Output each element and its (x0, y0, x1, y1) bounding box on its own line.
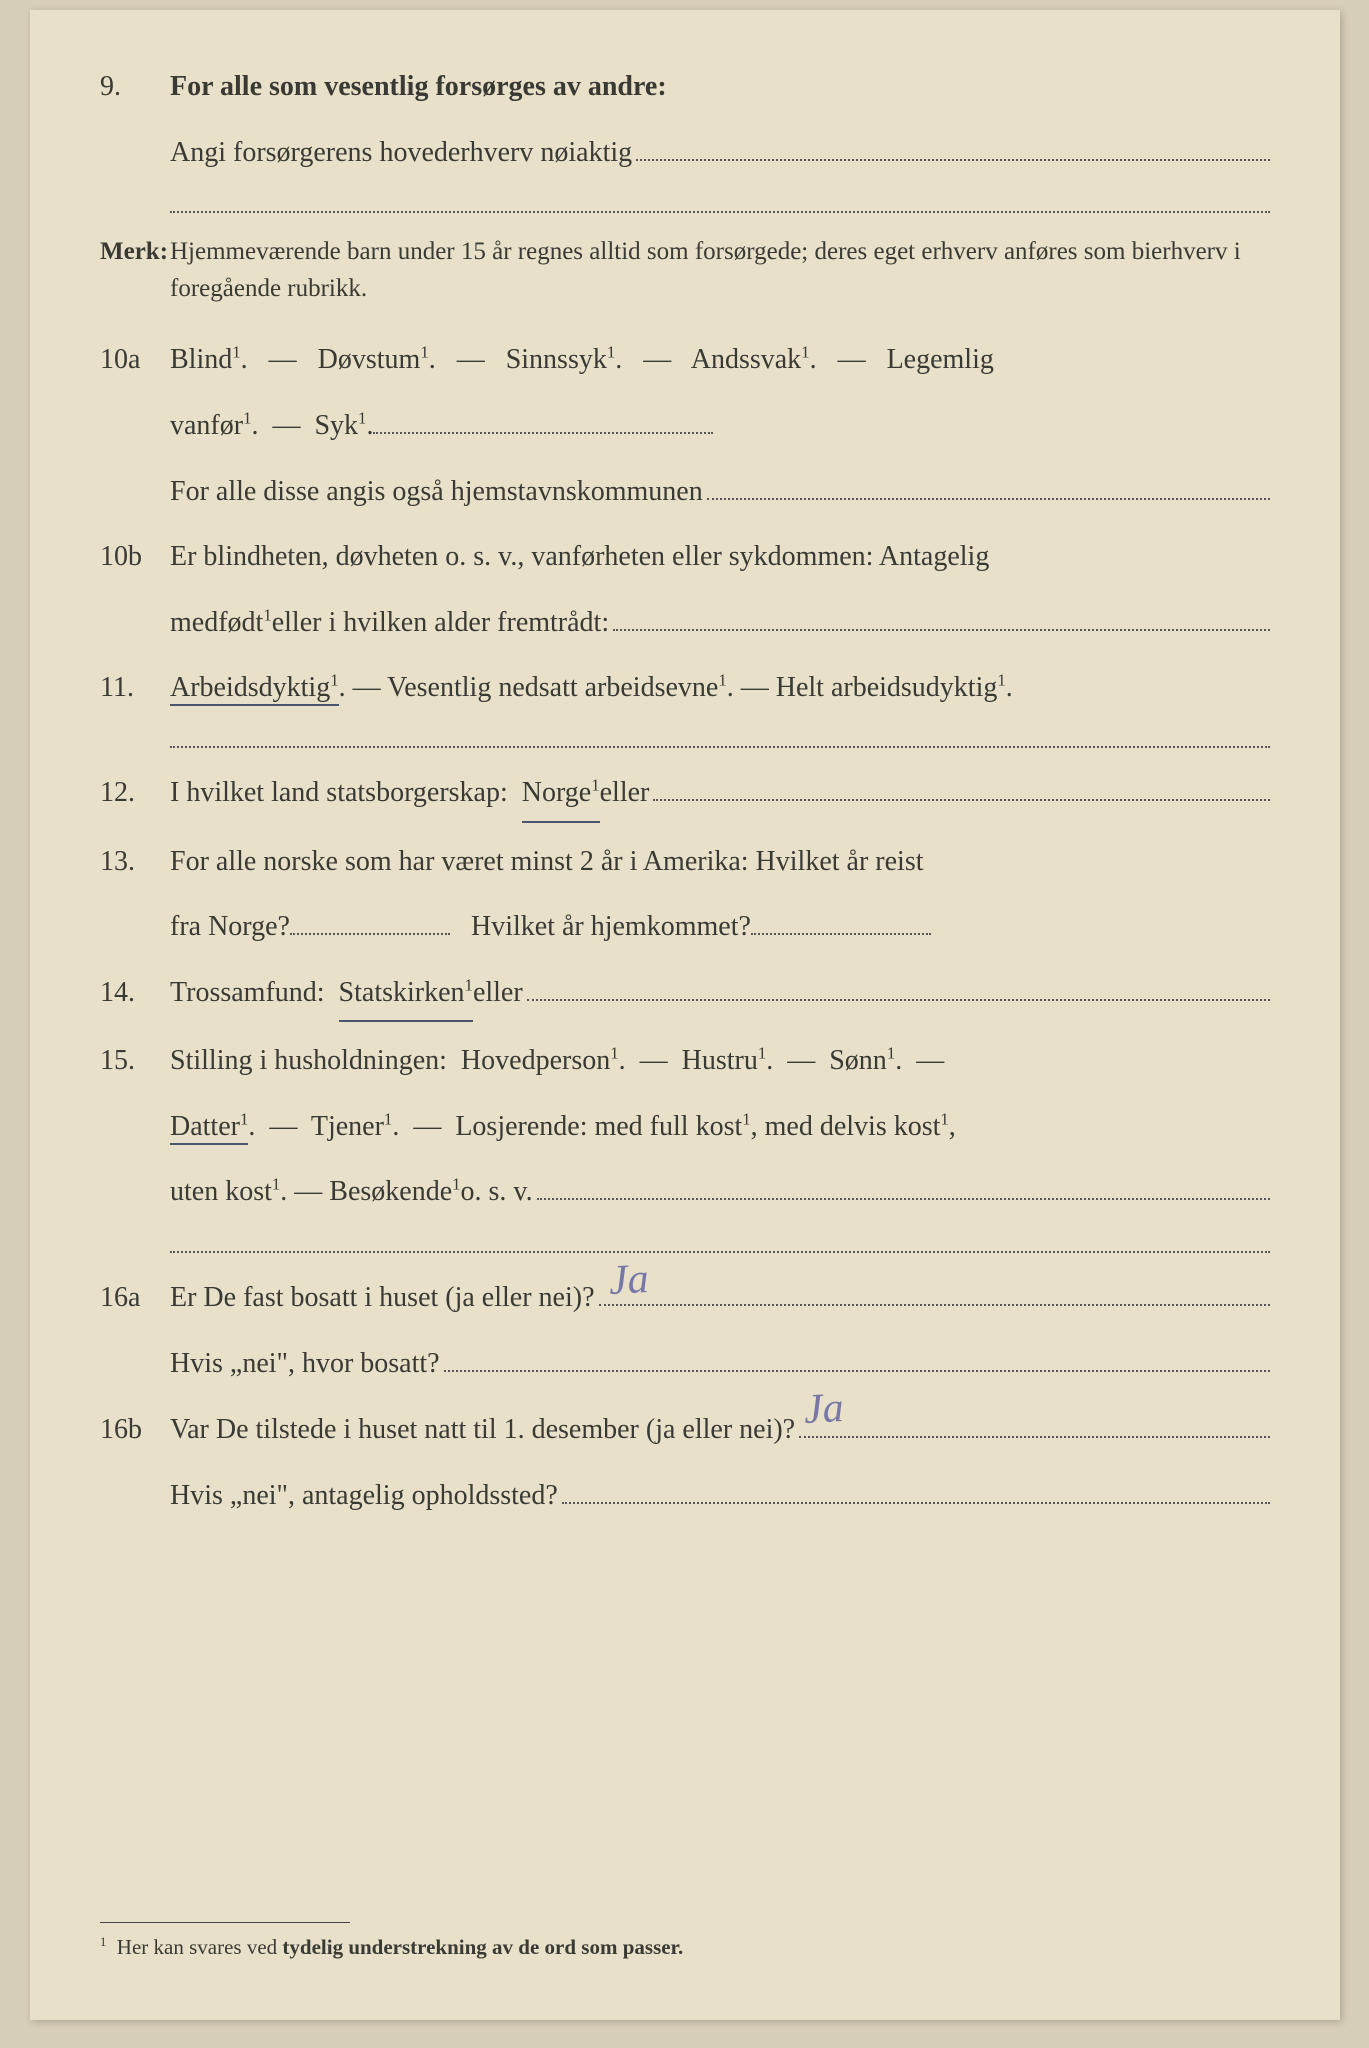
q10a-opt-sinnssyk: Sinnssyk1. (506, 344, 623, 375)
census-form-page: 9. For alle som vesentlig forsørges av a… (30, 10, 1340, 2020)
question-10b: 10b Er blindheten, døvheten o. s. v., va… (100, 530, 1270, 583)
q11-udyktig: Helt arbeidsudyktig1 (776, 672, 1006, 703)
q12-norge: Norge1 (522, 766, 600, 822)
question-16b-line2: Hvis „nei", antagelig opholdssted? (100, 1468, 1270, 1522)
q16a-answer: Ja (606, 1240, 650, 1322)
q10b-text: Er blindheten, døvheten o. s. v., vanfør… (170, 541, 989, 572)
q13-hjemkommet: Hvilket år hjemkommet? (471, 900, 751, 953)
q10a-opt-blind: Blind1. (170, 344, 248, 375)
q12-number: 12. (100, 766, 170, 819)
q16b-text: Var De tilstede i huset natt til 1. dese… (170, 1403, 795, 1456)
question-10b-line2: medfødt1 eller i hvilken alder fremtrådt… (100, 595, 1270, 649)
q15-continuation-line[interactable] (170, 1249, 1270, 1253)
q9-number: 9. (100, 60, 170, 113)
q15-datter: Datter1 (170, 1111, 248, 1145)
q10a-hjemstavn: For alle disse angis også hjemstavnskomm… (170, 465, 703, 518)
q15-besokende: Besøkende1 (329, 1165, 460, 1218)
q10a-blank2[interactable] (707, 464, 1270, 500)
q9-blank[interactable] (636, 125, 1270, 161)
q13-blank2[interactable] (751, 900, 931, 936)
q15-text: Stilling i husholdningen: (170, 1045, 447, 1076)
q13-number: 13. (100, 835, 170, 888)
q15-osv: o. s. v. (461, 1165, 533, 1218)
q16a-hvis-nei: Hvis „nei", hvor bosatt? (170, 1337, 440, 1390)
q9-continuation-line[interactable] (170, 209, 1270, 213)
merk-text: Hjemmeværende barn under 15 år regnes al… (170, 233, 1270, 308)
q14-eller: eller (473, 966, 523, 1019)
q16a-blank[interactable]: Ja (599, 1271, 1271, 1307)
q15-blank[interactable] (537, 1165, 1270, 1201)
footnote-separator (100, 1922, 350, 1923)
question-10a: 10a Blind1. — Døvstum1. — Sinnssyk1. — A… (100, 333, 1270, 386)
q10a-opt-andssvak: Andssvak1. (691, 344, 817, 375)
q9-prompt: Angi forsørgerens hovederhverv nøiaktig (170, 126, 632, 179)
question-12: 12. I hvilket land statsborgerskap: Norg… (100, 766, 1270, 823)
q14-text: Trossamfund: (170, 966, 325, 1019)
note-merk: Merk: Hjemmeværende barn under 15 år reg… (100, 233, 1270, 308)
q11-arbeidsdyktig: Arbeidsdyktig1 (170, 672, 339, 706)
question-15-line2: Datter1. — Tjener1. — Losjerende: med fu… (100, 1100, 1270, 1153)
q10a-blank1[interactable] (373, 398, 713, 434)
question-10a-line2: vanfør1. — Syk1. (100, 398, 1270, 452)
question-15: 15. Stilling i husholdningen: Hovedperso… (100, 1034, 1270, 1087)
q15-hustru: Hustru1. (682, 1045, 774, 1076)
q15-sonn: Sønn1. (829, 1045, 902, 1076)
q15-tjener: Tjener1. (311, 1111, 399, 1142)
q14-statskirken: Statskirken1 (339, 966, 473, 1022)
q12-eller: eller (600, 766, 650, 819)
question-9-line2: Angi forsørgerens hovederhverv nøiaktig (100, 125, 1270, 179)
q13-text: For alle norske som har været minst 2 år… (170, 846, 924, 877)
q16b-blank2[interactable] (562, 1468, 1270, 1504)
footnote: 1 Her kan svares ved tydelig understrekn… (100, 1935, 1270, 1960)
q11-nedsatt: Vesentlig nedsatt arbeidsevne1 (387, 672, 727, 703)
q10b-blank[interactable] (613, 595, 1270, 631)
question-13: 13. For alle norske som har været minst … (100, 835, 1270, 888)
q10b-number: 10b (100, 530, 170, 583)
question-10a-line3: For alle disse angis også hjemstavnskomm… (100, 464, 1270, 518)
question-16a: 16a Er De fast bosatt i huset (ja eller … (100, 1271, 1270, 1325)
footnote-text: Her kan svares ved tydelig understreknin… (117, 1935, 683, 1959)
q9-title: For alle som vesentlig forsørges av andr… (170, 71, 667, 102)
q12-blank[interactable] (653, 766, 1270, 802)
question-16a-line2: Hvis „nei", hvor bosatt? (100, 1336, 1270, 1390)
q10a-number: 10a (100, 333, 170, 386)
q10b-medfodt: medfødt1 (170, 596, 272, 649)
q10a-syk: Syk1. (314, 399, 373, 452)
question-13-line2: fra Norge? Hvilket år hjemkommet? (100, 900, 1270, 954)
question-15-line3: uten kost1. — Besøkende1 o. s. v. (100, 1165, 1270, 1219)
question-9: 9. For alle som vesentlig forsørges av a… (100, 60, 1270, 113)
q15-hovedperson: Hovedperson1. (461, 1045, 626, 1076)
q16b-number: 16b (100, 1403, 170, 1456)
q10a-opt-legemlig: Legemlig (887, 344, 994, 375)
q16a-number: 16a (100, 1271, 170, 1324)
q16b-hvis-nei: Hvis „nei", antagelig opholdssted? (170, 1469, 558, 1522)
merk-label: Merk: (100, 233, 170, 308)
q13-blank1[interactable] (290, 900, 450, 936)
q12-text: I hvilket land statsborgerskap: (170, 766, 508, 819)
q16b-blank[interactable]: Ja (799, 1402, 1270, 1438)
q14-number: 14. (100, 966, 170, 1019)
q14-blank[interactable] (527, 966, 1270, 1002)
q15-losjerende: Losjerende: med full kost1, med delvis k… (455, 1111, 955, 1142)
question-11: 11. Arbeidsdyktig1. — Vesentlig nedsatt … (100, 661, 1270, 714)
question-16b: 16b Var De tilstede i huset natt til 1. … (100, 1402, 1270, 1456)
q10a-opt-dovstum: Døvstum1. (318, 344, 436, 375)
q16a-blank2[interactable] (444, 1336, 1270, 1372)
q15-number: 15. (100, 1034, 170, 1087)
question-14: 14. Trossamfund: Statskirken1 eller (100, 966, 1270, 1023)
q10b-text2: eller i hvilken alder fremtrådt: (272, 596, 609, 649)
q13-fra-norge: fra Norge? (170, 900, 290, 953)
q16b-answer: Ja (802, 1369, 846, 1451)
q15-uten-kost: uten kost1. (170, 1165, 287, 1218)
q11-continuation-line[interactable] (170, 744, 1270, 748)
footnote-marker: 1 (100, 1935, 106, 1949)
q10a-vanfor: vanfør1. (170, 399, 258, 452)
q16a-text: Er De fast bosatt i huset (ja eller nei)… (170, 1271, 595, 1324)
q11-number: 11. (100, 661, 170, 714)
